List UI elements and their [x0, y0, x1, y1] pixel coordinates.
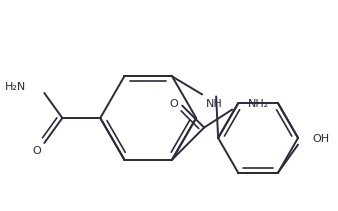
- Text: NH₂: NH₂: [248, 99, 269, 109]
- Text: OH: OH: [312, 134, 329, 144]
- Text: NH: NH: [206, 99, 223, 110]
- Text: H₂N: H₂N: [5, 82, 26, 92]
- Text: O: O: [170, 99, 178, 109]
- Text: O: O: [32, 146, 41, 156]
